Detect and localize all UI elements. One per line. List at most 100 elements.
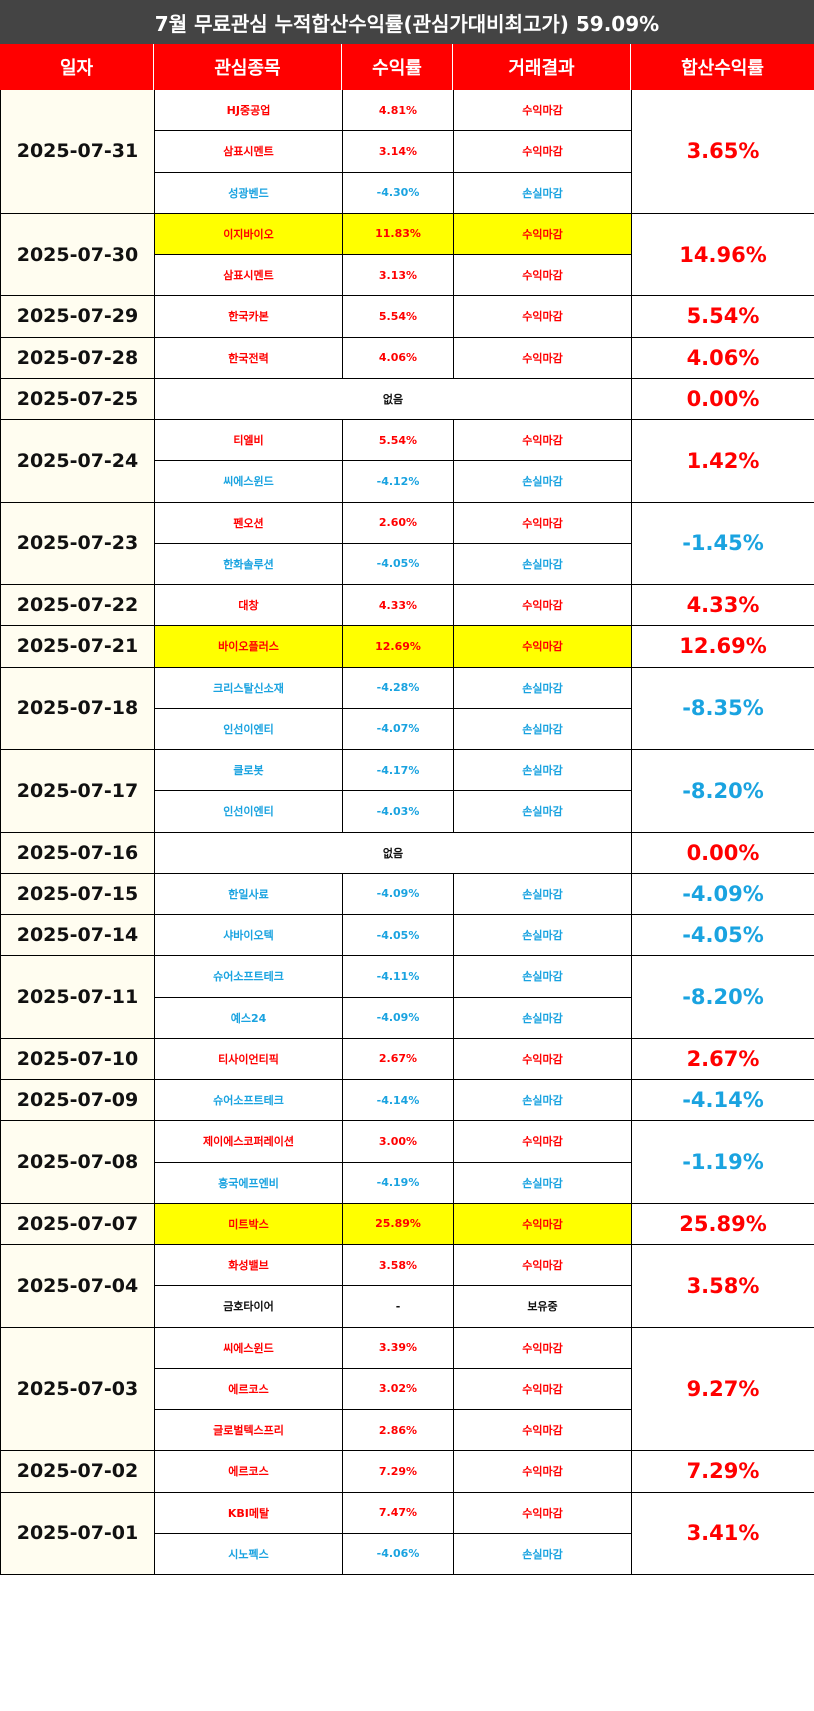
total-return-cell: 25.89% (632, 1204, 814, 1245)
stock-name-cell: 한화솔루션 (155, 543, 343, 585)
header-result: 거래결과 (453, 44, 631, 90)
return-cell: 3.58% (343, 1245, 454, 1287)
date-cell: 2025-07-28 (1, 337, 155, 379)
result-cell: 수익마감 (454, 1121, 632, 1163)
stock-name-cell: HJ중공업 (155, 90, 343, 132)
return-cell: 3.14% (343, 131, 454, 173)
total-return-cell: 9.27% (632, 1328, 814, 1452)
stock-name-cell: 바이오플러스 (155, 626, 343, 668)
date-cell: 2025-07-18 (1, 667, 155, 750)
stock-name-cell: 한일사료 (155, 873, 343, 915)
header-return: 수익률 (342, 44, 453, 90)
date-cell: 2025-07-22 (1, 585, 155, 627)
stock-name-cell: 대창 (155, 585, 343, 627)
header-stock: 관심종목 (154, 44, 342, 90)
result-cell: 수익마감 (454, 502, 632, 544)
result-cell: 손실마감 (454, 172, 632, 214)
total-return-cell: -8.35% (632, 668, 814, 750)
watchlist-table: 2025-07-31 HJ중공업 4.81% 수익마감 삼표시멘트 3.14% 수익마감 성광… (0, 90, 814, 1575)
return-cell: 4.06% (343, 337, 454, 379)
return-cell: 5.54% (343, 296, 454, 338)
stock-name-cell: 시노펙스 (155, 1533, 343, 1575)
date-cell: 2025-07-21 (1, 626, 155, 668)
result-cell: 손실마감 (454, 915, 632, 957)
total-return-cell: 3.41% (632, 1493, 814, 1575)
return-cell: - (343, 1286, 454, 1328)
date-cell: 2025-07-16 (1, 832, 155, 874)
stock-name-cell: 삼표시멘트 (155, 255, 343, 297)
result-cell: 보유중 (454, 1286, 632, 1328)
total-return-cell: 4.33% (632, 585, 814, 627)
return-cell: -4.07% (343, 708, 454, 750)
return-cell: -4.11% (343, 956, 454, 998)
date-cell: 2025-07-07 (1, 1203, 155, 1245)
date-cell: 2025-07-30 (1, 213, 155, 297)
stock-name-cell: 한국카본 (155, 296, 343, 338)
return-cell: -4.06% (343, 1533, 454, 1575)
stock-name-cell: 미트박스 (155, 1203, 343, 1245)
result-cell: 수익마감 (454, 255, 632, 297)
result-cell: 수익마감 (454, 131, 632, 173)
date-cell: 2025-07-25 (1, 378, 155, 420)
result-cell: 손실마감 (454, 708, 632, 750)
stock-name-cell: 이지바이오 (155, 213, 343, 255)
result-cell: 수익마감 (454, 626, 632, 668)
result-cell: 수익마감 (454, 1038, 632, 1080)
return-cell: 2.67% (343, 1038, 454, 1080)
stock-name-cell: 인선이엔티 (155, 791, 343, 833)
date-cell: 2025-07-01 (1, 1492, 155, 1575)
no-trade-cell: 없음 (155, 378, 632, 420)
result-cell: 수익마감 (454, 420, 632, 462)
stock-name-cell: 크리스탈신소재 (155, 667, 343, 709)
stock-name-cell: 삼표시멘트 (155, 131, 343, 173)
total-return-cell: -4.05% (632, 915, 814, 957)
date-cell: 2025-07-24 (1, 420, 155, 503)
return-cell: 3.39% (343, 1327, 454, 1369)
stock-name-cell: 티엘비 (155, 420, 343, 462)
date-cell: 2025-07-04 (1, 1245, 155, 1328)
return-cell: -4.14% (343, 1080, 454, 1122)
result-cell: 손실마감 (454, 750, 632, 792)
no-trade-cell: 없음 (155, 832, 632, 874)
total-return-cell: -8.20% (632, 750, 814, 833)
total-return-cell: 3.58% (632, 1245, 814, 1328)
total-return-cell: 3.65% (632, 90, 814, 214)
return-cell: -4.03% (343, 791, 454, 833)
total-return-cell: 0.00% (632, 379, 814, 420)
total-return-cell: -1.45% (632, 503, 814, 585)
stock-name-cell: 펜오션 (155, 502, 343, 544)
return-cell: -4.05% (343, 915, 454, 957)
result-cell: 손실마감 (454, 1162, 632, 1204)
total-return-cell: 5.54% (632, 296, 814, 338)
return-cell: 11.83% (343, 213, 454, 255)
result-cell: 수익마감 (454, 1203, 632, 1245)
stock-name-cell: 제이에스코퍼레이션 (155, 1121, 343, 1163)
total-return-cell: -1.19% (632, 1121, 814, 1204)
return-cell: 4.33% (343, 585, 454, 627)
return-cell: 12.69% (343, 626, 454, 668)
date-cell: 2025-07-11 (1, 956, 155, 1039)
result-cell: 수익마감 (454, 1492, 632, 1534)
total-return-cell: 14.96% (632, 214, 814, 297)
return-cell: 25.89% (343, 1203, 454, 1245)
date-cell: 2025-07-03 (1, 1327, 155, 1452)
total-return-cell: 0.00% (632, 833, 814, 874)
result-cell: 손실마감 (454, 1080, 632, 1122)
total-return-cell: 2.67% (632, 1039, 814, 1080)
return-cell: -4.09% (343, 997, 454, 1039)
return-cell: -4.28% (343, 667, 454, 709)
return-cell: 7.47% (343, 1492, 454, 1534)
stock-name-cell: 글로벌텍스프리 (155, 1410, 343, 1452)
result-cell: 손실마감 (454, 956, 632, 998)
result-cell: 수익마감 (454, 213, 632, 255)
return-cell: 5.54% (343, 420, 454, 462)
date-cell: 2025-07-02 (1, 1451, 155, 1493)
date-cell: 2025-07-14 (1, 915, 155, 957)
result-cell: 수익마감 (454, 296, 632, 338)
stock-name-cell: 샤바이오텍 (155, 915, 343, 957)
date-cell: 2025-07-08 (1, 1121, 155, 1204)
total-return-cell: 7.29% (632, 1451, 814, 1493)
date-cell: 2025-07-31 (1, 90, 155, 214)
return-cell: -4.05% (343, 543, 454, 585)
